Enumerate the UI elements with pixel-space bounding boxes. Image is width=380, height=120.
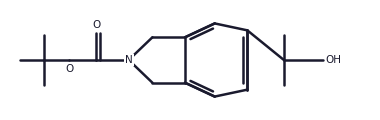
Text: OH: OH [325, 55, 341, 65]
Text: N: N [125, 55, 133, 65]
Text: O: O [65, 64, 74, 74]
Text: O: O [92, 20, 100, 30]
